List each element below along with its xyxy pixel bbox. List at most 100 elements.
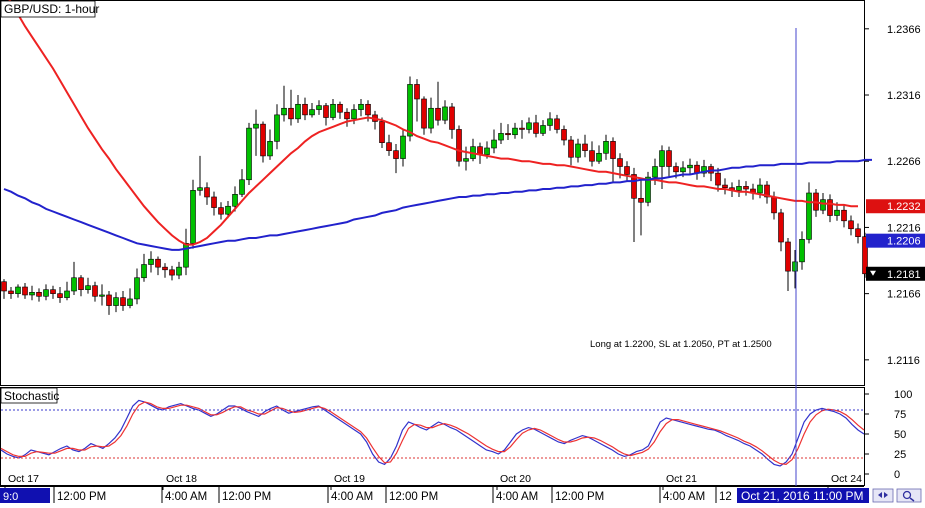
candle-bull: [64, 290, 70, 298]
stoch-title: Stochastic: [4, 389, 59, 403]
candle-bull: [197, 187, 203, 191]
corner-time-label: 9:0: [3, 491, 18, 503]
candle-bear: [92, 285, 98, 297]
price-tick-label: 1.2316: [887, 90, 921, 102]
candle-bull: [645, 176, 651, 203]
candle-bear: [505, 133, 511, 136]
scroll-arrows-icon[interactable]: [872, 488, 894, 503]
candle-bull: [701, 166, 707, 174]
stoch-tick-label: 25: [894, 449, 906, 461]
day-label: Oct 21: [666, 473, 697, 485]
candle-bull: [190, 190, 196, 244]
candle-bear: [533, 122, 539, 134]
candle-bull: [232, 194, 238, 207]
candle-bear: [8, 290, 14, 294]
candle-bear: [785, 241, 791, 272]
candle-bull: [575, 143, 581, 158]
candle-bull: [239, 179, 245, 195]
zoom-icon[interactable]: [896, 488, 922, 503]
candle-bear: [169, 269, 175, 276]
candle-bear: [365, 103, 371, 116]
price-tick-label: 1.2266: [887, 156, 921, 168]
candle-bear: [456, 129, 462, 162]
candle-bull: [274, 114, 280, 142]
candle-bull: [820, 199, 826, 211]
candle-bull: [540, 125, 546, 134]
candle-bull: [687, 164, 693, 169]
red-ma-label: 1.2232: [887, 201, 921, 213]
stochastic-d-line: [0, 401, 865, 466]
candle-bull: [351, 109, 357, 120]
candle-bull: [85, 285, 91, 290]
price-tick-label: 1.2116: [887, 355, 920, 367]
stoch-pane-frame: [0, 387, 865, 486]
candle-bull: [113, 297, 119, 306]
crosshair-time-badge: [737, 488, 869, 503]
candle-bull: [428, 107, 434, 129]
candle-bull: [148, 258, 154, 265]
candle-bull: [309, 109, 315, 116]
price-tick-label: 1.2366: [887, 24, 921, 36]
candle-bear: [610, 141, 616, 159]
candle-bear: [57, 293, 63, 298]
candle-bear: [78, 277, 84, 290]
moving-average-blue: [3, 158, 872, 251]
candle-bear: [260, 123, 266, 157]
candle-bull: [491, 139, 497, 149]
corner-time-badge: [0, 488, 50, 503]
stoch-tick-label: 0: [894, 469, 900, 481]
crosshair-time-label: Oct 21, 2016 11:00 PM: [741, 489, 864, 503]
candle-bear: [841, 209, 847, 222]
candle-bear: [302, 103, 308, 116]
candle-bear: [743, 186, 749, 190]
candle-bull: [43, 289, 49, 297]
candle-bear: [120, 297, 126, 306]
candle-bull: [99, 294, 105, 297]
candle-bull: [316, 105, 322, 110]
candle-bull: [484, 147, 490, 155]
candle-bear: [862, 236, 868, 275]
price-badges: 1.2232 1.2206 1.2181: [866, 199, 925, 281]
candle-bear: [855, 228, 861, 237]
candle-bear: [1, 281, 7, 292]
candle-bear: [393, 150, 399, 159]
candle-bull: [127, 298, 133, 306]
moving-average-red: [8, 0, 858, 246]
candle-bear: [582, 143, 588, 151]
stoch-tick-label: 50: [894, 429, 906, 441]
candle-bear: [827, 199, 833, 216]
candle-bear: [211, 196, 217, 208]
candle-bear: [379, 121, 385, 143]
candle-bull: [358, 103, 364, 110]
time-label: 12:00 PM: [57, 491, 106, 503]
candle-bull: [15, 286, 21, 294]
candle-bear: [288, 107, 294, 120]
candle-bull: [547, 118, 553, 126]
candle-bear: [414, 84, 420, 100]
stoch-tick-label: 100: [894, 389, 912, 401]
candle-bear: [666, 150, 672, 167]
candle-bear: [624, 166, 630, 175]
candle-bull: [295, 103, 301, 120]
chart-title: GBP/USD: 1-hour: [4, 2, 99, 16]
candle-bear: [778, 212, 784, 243]
candle-bull: [267, 141, 273, 157]
candle-bear: [344, 111, 350, 120]
candle-bear: [848, 220, 854, 230]
candle-bear: [435, 107, 441, 121]
candle-bull: [330, 103, 336, 118]
candle-bull: [603, 141, 609, 154]
time-label: 4:00 AM: [165, 491, 207, 503]
day-label: Oct 18: [166, 473, 197, 485]
candle-bear: [50, 289, 56, 294]
candle-bull: [442, 106, 448, 121]
price-tick-label: 1.2216: [887, 222, 921, 234]
candle-bull: [281, 107, 287, 116]
time-axis: Oct 17 Oct 18 Oct 19 Oct 20 Oct 21 Oct 24 12:0…: [0, 473, 864, 503]
candle-bull: [225, 205, 231, 215]
price-tick-label: 1.2166: [887, 289, 921, 301]
candle-bear: [155, 258, 161, 268]
candle-bear: [617, 158, 623, 167]
